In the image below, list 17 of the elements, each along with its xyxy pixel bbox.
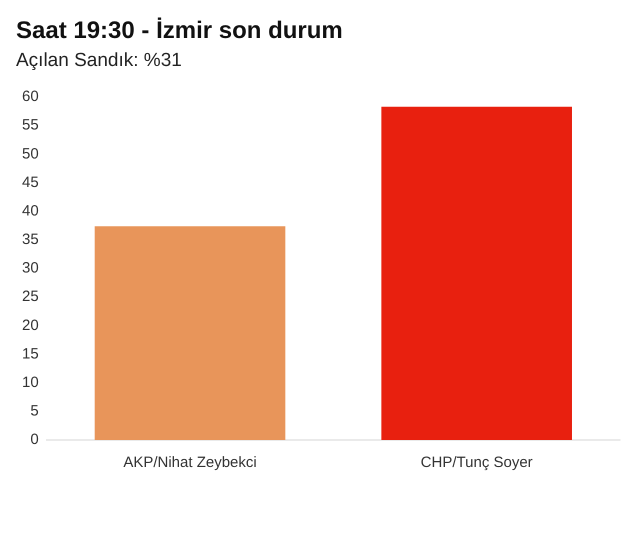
- y-tick-label: 40: [22, 202, 39, 220]
- y-tick-label: 20: [22, 316, 39, 334]
- y-tick-label: 60: [22, 88, 39, 106]
- y-tick-label: 45: [22, 174, 39, 191]
- y-tick-label: 10: [22, 374, 39, 391]
- y-tick-label: 35: [22, 231, 39, 248]
- chart-title: Saat 19:30 - İzmir son durum: [16, 17, 343, 45]
- y-tick-label: 25: [22, 288, 39, 306]
- x-tick-label: AKP/Nihat Zeybekci: [123, 454, 257, 472]
- y-tick-label: 30: [22, 260, 39, 277]
- y-tick-label: 55: [22, 116, 39, 134]
- y-tick-label: 15: [22, 345, 39, 362]
- chart-subtitle: Açılan Sandık: %31: [16, 50, 182, 72]
- y-tick-label: 50: [22, 145, 39, 162]
- x-tick-label: CHP/Tunç Soyer: [420, 454, 533, 472]
- y-tick-label: 0: [30, 431, 39, 448]
- y-tick-label: 5: [30, 402, 39, 420]
